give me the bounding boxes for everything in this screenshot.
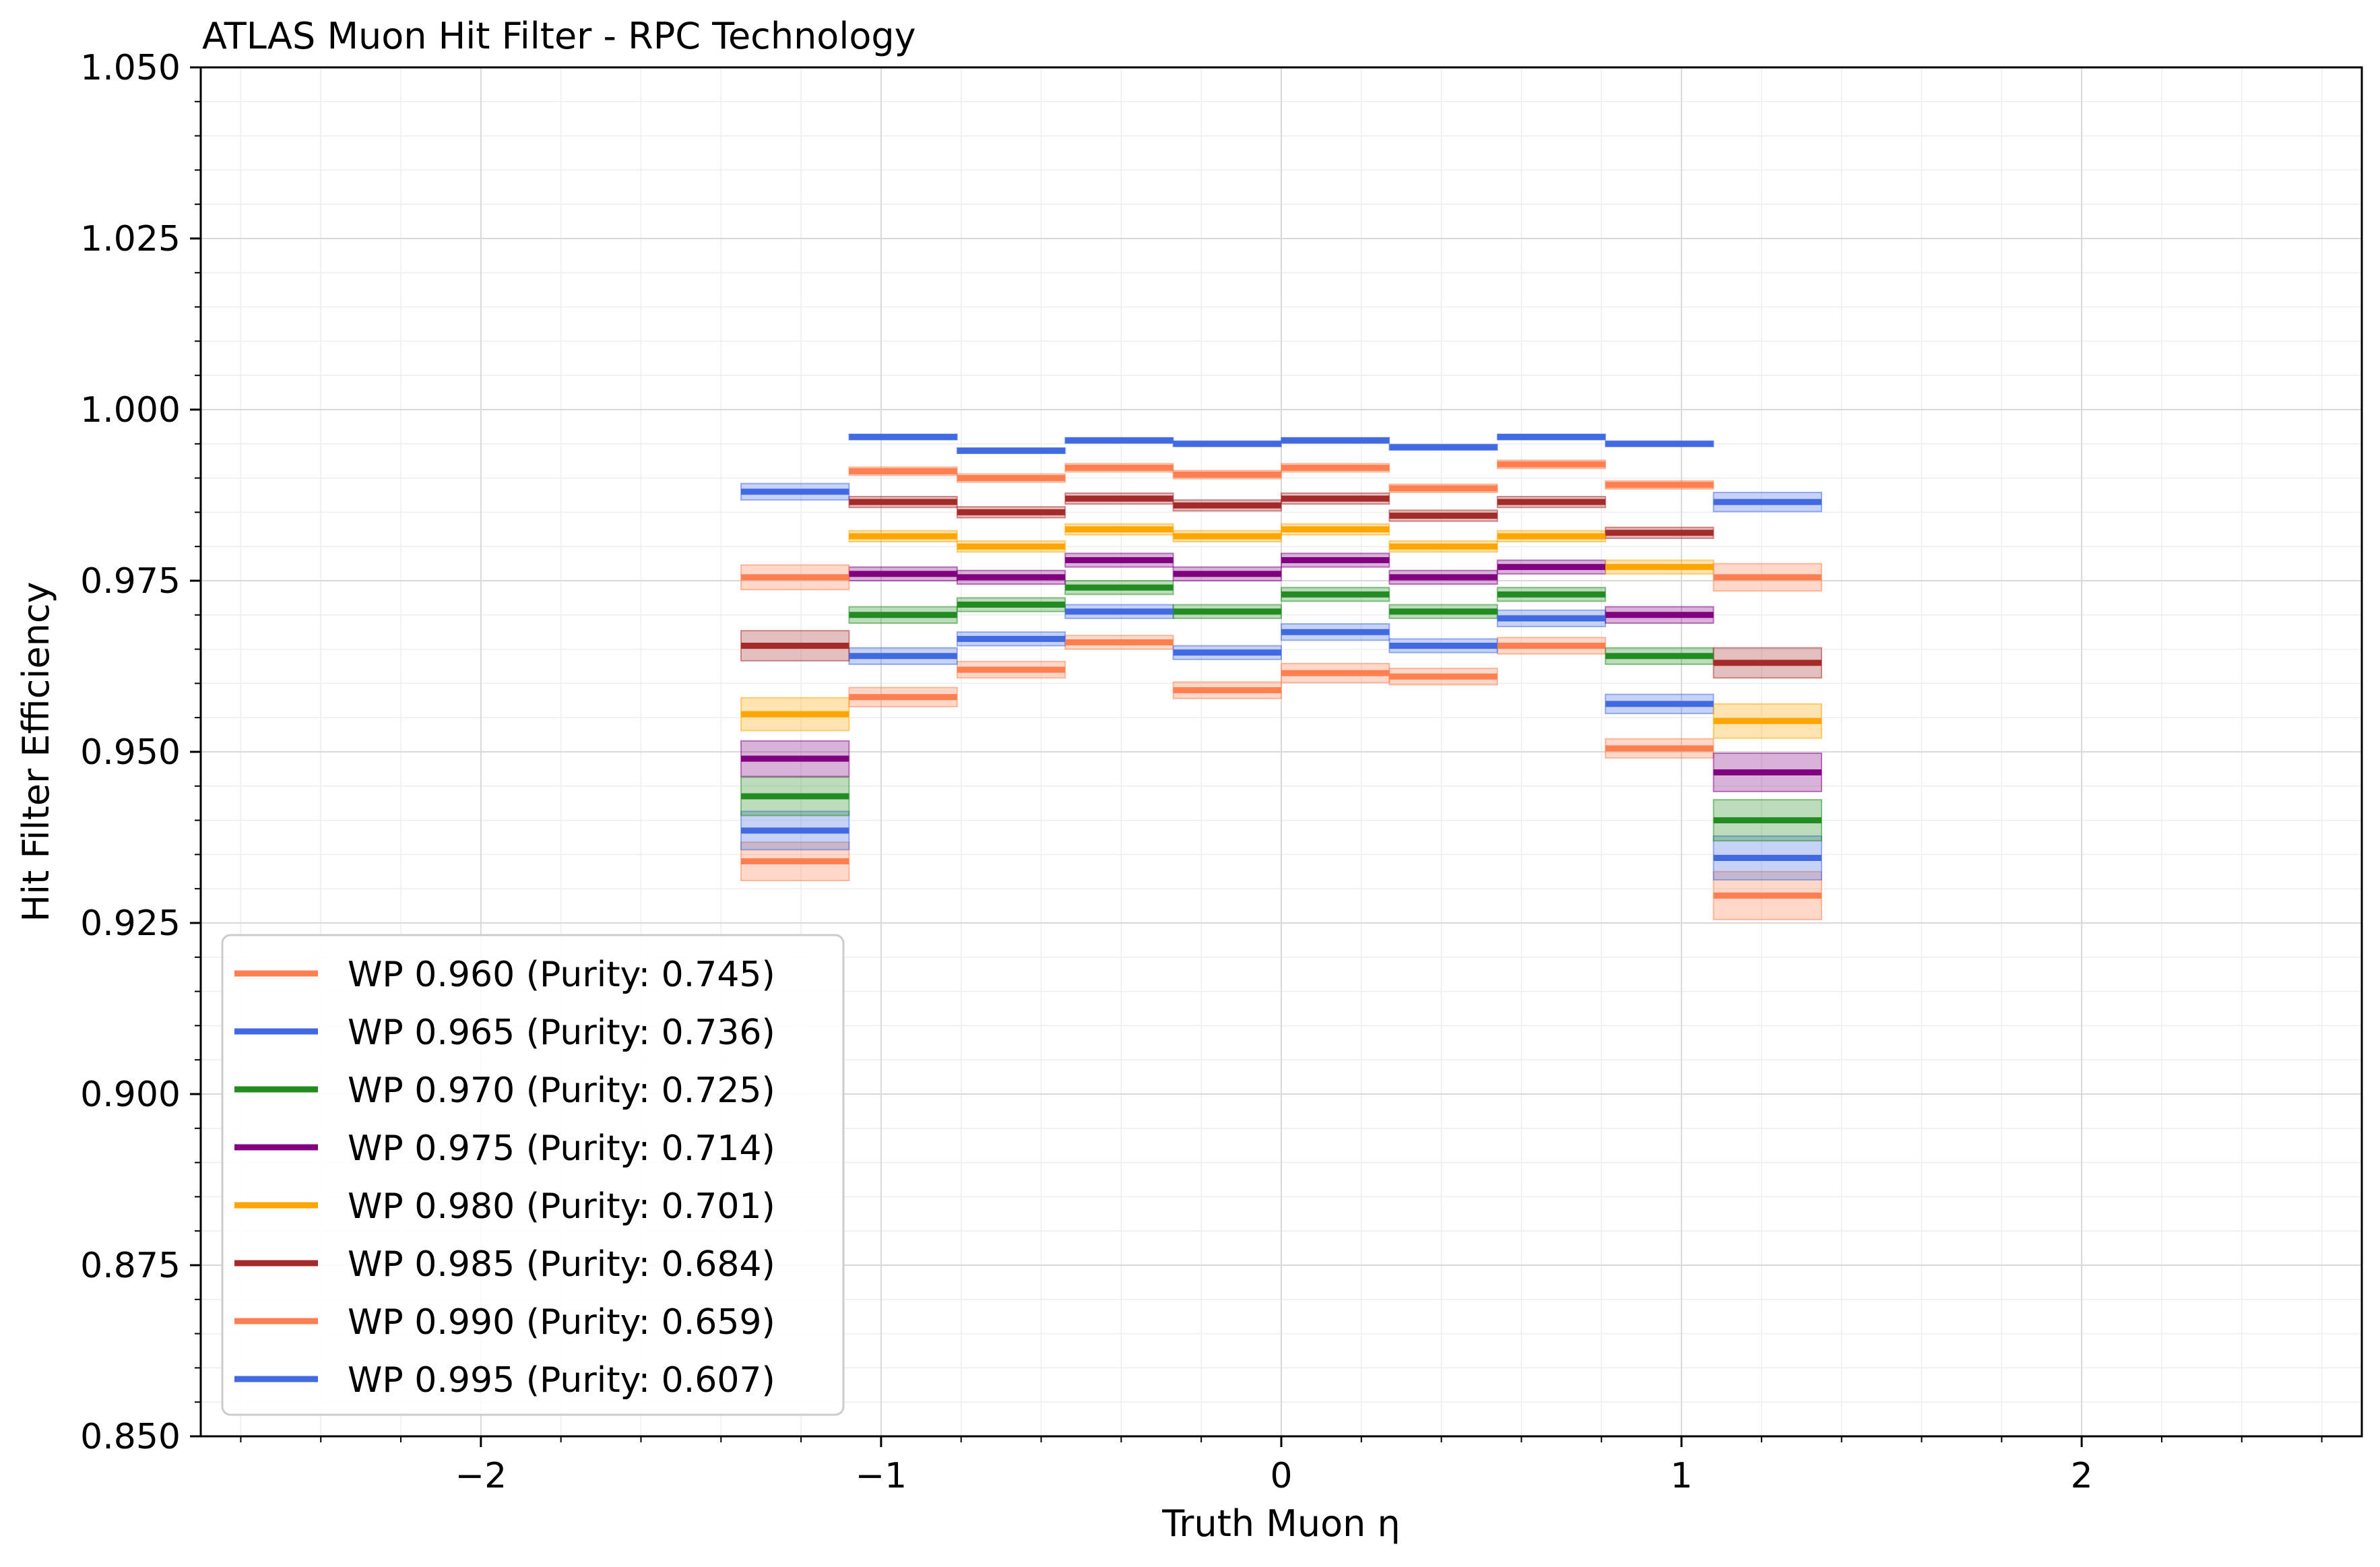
legend-label: WP 0.960 (Purity: 0.745) [348, 955, 775, 995]
y-tick-label: 0.900 [80, 1075, 181, 1115]
legend-box [221, 934, 845, 1416]
legend-label: WP 0.995 (Purity: 0.607) [348, 1360, 775, 1401]
x-tick-label: 1 [1671, 1456, 1693, 1496]
x-tick-label: −1 [856, 1456, 907, 1496]
y-tick-label: 1.025 [80, 219, 181, 259]
legend-label: WP 0.965 (Purity: 0.736) [348, 1013, 775, 1053]
x-tick-label: 2 [2071, 1456, 2093, 1496]
legend: WP 0.960 (Purity: 0.745) WP 0.965 (Purity… [221, 934, 845, 1416]
legend-label: WP 0.980 (Purity: 0.701) [348, 1186, 775, 1227]
legend-label: WP 0.985 (Purity: 0.684) [348, 1244, 775, 1285]
x-axis-label: Truth Muon η [1161, 1502, 1401, 1545]
x-tick-label: −2 [455, 1456, 507, 1496]
legend-label: WP 0.975 (Purity: 0.714) [348, 1128, 775, 1169]
axis-ticks [190, 66, 2323, 1447]
x-tick-label: 0 [1270, 1456, 1292, 1496]
y-tick-label: 1.050 [80, 48, 181, 88]
y-tick-label: 1.000 [80, 390, 181, 430]
legend-label: WP 0.990 (Purity: 0.659) [348, 1302, 775, 1343]
y-axis-label: Hit Filter Efficiency [15, 582, 57, 922]
y-tick-label: 0.950 [80, 732, 181, 773]
y-tick-label: 0.850 [80, 1417, 181, 1457]
series-lines [741, 434, 1822, 899]
y-tick-label: 0.875 [80, 1246, 181, 1286]
legend-label: WP 0.970 (Purity: 0.725) [348, 1070, 775, 1111]
y-tick-label: 0.925 [80, 903, 181, 944]
y-tick-label: 0.975 [80, 561, 181, 602]
chart-title: ATLAS Muon Hit Filter - RPC Technology [202, 15, 916, 57]
tick-labels: −2 −1 0 1 2 0.850 0.875 0.900 0.925 0.950 0.975 1.0… [80, 48, 2093, 1496]
